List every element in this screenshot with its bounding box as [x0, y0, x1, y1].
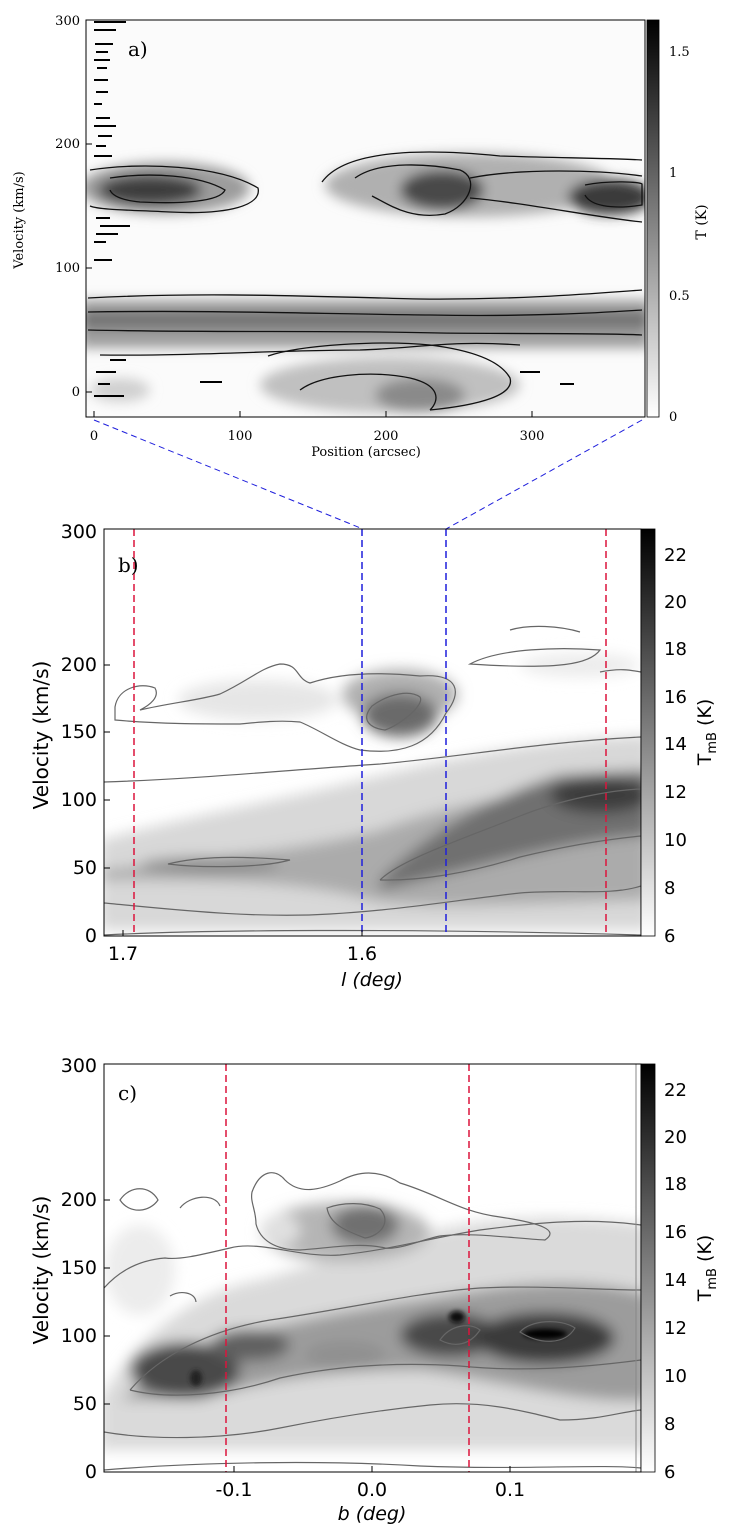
panel-b-marker-lines	[133, 529, 607, 936]
colorbar-tick-label: 10	[664, 830, 687, 851]
colorbar-tick-label: 6	[664, 926, 675, 947]
colorbar-label: TmB (K)	[694, 1235, 720, 1303]
colorbar-label: TmB (K)	[694, 699, 720, 767]
panel-a-y-axis: 0 100 200 300	[55, 14, 80, 400]
colorbar-tick-label: 20	[664, 592, 687, 613]
colorbar-tick-label: 20	[664, 1127, 687, 1148]
panel-label: a)	[128, 37, 148, 61]
y-tick-label: 0	[85, 1461, 97, 1483]
x-tick-label: 300	[520, 429, 545, 444]
y-tick-label: 200	[61, 654, 97, 676]
colorbar-tick-label: 22	[664, 545, 687, 566]
colorbar-tick-label: 8	[664, 878, 675, 899]
panel-a-heatmap	[86, 21, 645, 413]
y-tick-label: 100	[55, 261, 80, 276]
panel-b-colorbar: 6 8 10 12 14 16 18 20 22 TmB (K)	[640, 528, 720, 947]
y-tick-label: 300	[55, 14, 80, 29]
panel-label: c)	[118, 1081, 137, 1105]
panel-c-heatmap	[104, 1064, 641, 1472]
y-axis-label: Velocity (km/s)	[29, 1196, 53, 1345]
colorbar-tick-label: 8	[664, 1414, 675, 1435]
y-tick-label: 300	[61, 521, 97, 543]
colorbar-tick-label: 10	[664, 1366, 687, 1387]
x-tick-label: 1.7	[108, 943, 138, 965]
x-tick-label: 100	[228, 429, 253, 444]
colorbar-label-main: T	[694, 753, 716, 766]
colorbar-tick-label: 14	[664, 734, 687, 755]
panel-c-colorbar: 6 8 10 12 14 16 18 20 22 TmB (K)	[640, 1063, 720, 1483]
colorbar-label-main: T	[694, 1289, 716, 1302]
zoom-connectors	[93, 419, 643, 530]
panel-a: 0 100 200 300 0 100 200 300 Position (ar…	[12, 14, 710, 460]
colorbar-tick-label: 16	[664, 1222, 687, 1243]
colorbar-tick-label: 1.5	[669, 45, 690, 60]
y-tick-label: 300	[61, 1055, 97, 1077]
colorbar-tick-label: 6	[664, 1462, 675, 1483]
x-axis-label: b (deg)	[338, 1503, 407, 1525]
y-tick-label: 150	[61, 1257, 97, 1279]
y-tick-label: 50	[73, 857, 97, 879]
x-tick-label: 0.1	[495, 1479, 525, 1501]
colorbar-tick-label: 18	[664, 1174, 687, 1195]
panel-label: b)	[118, 553, 139, 577]
x-axis-label: Position (arcsec)	[311, 445, 421, 460]
colorbar-tick-label: 22	[664, 1080, 687, 1101]
x-tick-label: 1.6	[347, 943, 377, 965]
panel-b-heatmap	[104, 625, 641, 936]
y-tick-label: 200	[55, 137, 80, 152]
panel-b: 0 50 100 150 200 300 1.7 1.6 l (deg) Vel…	[29, 521, 720, 991]
colorbar-tick-label: 0	[669, 410, 677, 425]
colorbar-tick-label: 1	[669, 166, 677, 181]
colorbar-label-sub: mB	[705, 1268, 720, 1290]
y-tick-label: 0	[85, 925, 97, 947]
y-tick-label: 50	[73, 1393, 97, 1415]
y-tick-label: 100	[61, 789, 97, 811]
x-tick-label: -0.1	[215, 1479, 252, 1501]
y-tick-label: 100	[61, 1325, 97, 1347]
panel-c: 0 50 100 150 200 300 -0.1 0.0 0.1 b (deg…	[29, 1055, 720, 1525]
colorbar-label-unit: (K)	[694, 1235, 716, 1268]
x-tick-label: 0	[90, 429, 98, 444]
colorbar-tick-label: 18	[664, 639, 687, 660]
colorbar-label-sub: mB	[705, 732, 720, 754]
y-tick-label: 200	[61, 1189, 97, 1211]
colorbar-tick-label: 0.5	[669, 289, 690, 304]
x-axis-label: l (deg)	[341, 969, 403, 991]
x-tick-label: 200	[374, 429, 399, 444]
colorbar-label: T (K)	[694, 204, 710, 239]
colorbar-tick-label: 16	[664, 687, 687, 708]
y-tick-label: 0	[72, 385, 80, 400]
y-axis-label: Velocity (km/s)	[12, 171, 27, 269]
colorbar-tick-label: 14	[664, 1270, 687, 1291]
panel-c-marker-lines	[225, 1064, 470, 1472]
colorbar-tick-label: 12	[664, 1318, 687, 1339]
y-axis-label: Velocity (km/s)	[29, 661, 53, 810]
y-tick-label: 150	[61, 721, 97, 743]
x-tick-label: 0.0	[357, 1479, 387, 1501]
colorbar-label-unit: (K)	[694, 699, 716, 732]
colorbar-tick-label: 12	[664, 782, 687, 803]
panel-a-colorbar: 0 0.5 1 1.5 T (K)	[646, 19, 710, 425]
